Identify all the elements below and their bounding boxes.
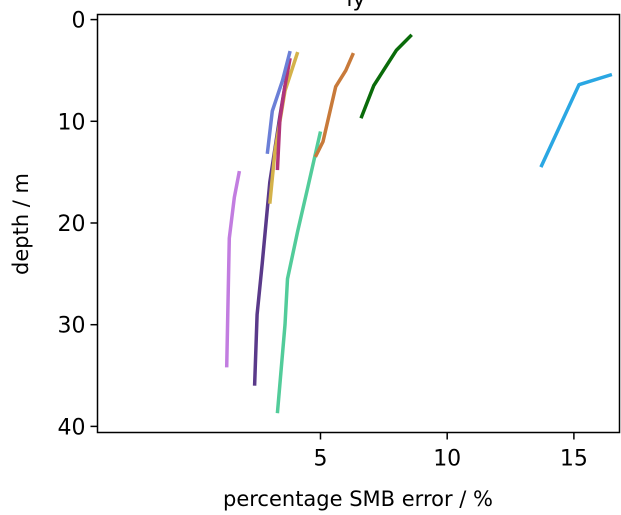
y-tick-label-10: 10 [58,110,86,135]
series-line-9 [541,75,612,168]
y-axis-label: depth / m [9,173,33,275]
series-line-7 [315,53,353,157]
series-layer [227,35,612,413]
x-axis-label: percentage SMB error / % [223,487,493,511]
plot-frame [98,15,620,433]
x-tick-label-15: 15 [560,447,588,472]
y-tick-label-30: 30 [58,314,86,339]
x-tick-label-5: 5 [313,447,327,472]
series-line-1 [227,171,240,367]
x-axis: 5 10 15 [313,433,587,472]
series-line-3 [277,132,320,414]
y-tick-label-0: 0 [72,9,86,34]
chart-title-fragment: ly [346,0,365,12]
y-tick-label-40: 40 [58,415,86,440]
y-axis: 0 10 20 30 40 [58,9,98,441]
y-tick-label-20: 20 [58,212,86,237]
x-tick-label-10: 10 [433,447,461,472]
series-line-8 [361,35,412,118]
